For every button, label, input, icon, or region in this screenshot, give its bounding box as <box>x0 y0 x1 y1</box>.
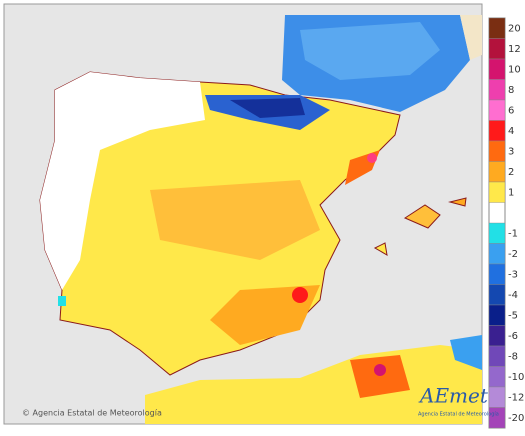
legend-swatch <box>488 140 506 162</box>
legend-swatch <box>488 38 506 60</box>
legend-swatch <box>488 17 506 39</box>
legend: 20 12 10 8 6 4 3 2 1 -1 -2 -3 -4 -5 -6 -8 -10 -12 -20 <box>488 17 524 429</box>
legend-label: -8 <box>508 351 518 362</box>
legend-swatch <box>488 99 506 121</box>
france-cold-2 <box>300 22 440 80</box>
legend-label: 8 <box>508 85 514 96</box>
legend-swatch <box>488 284 506 306</box>
legend-swatch <box>488 325 506 347</box>
legend-label: -20 <box>508 413 524 424</box>
legend-label: 4 <box>508 126 514 137</box>
africa-cold <box>450 335 482 370</box>
central-warm <box>150 180 320 260</box>
legend-label: -6 <box>508 331 518 342</box>
legend-swatch <box>488 407 506 429</box>
legend-swatch <box>488 120 506 142</box>
legend-label: 2 <box>508 167 514 178</box>
legend-swatch <box>488 222 506 244</box>
legend-swatch <box>488 161 506 183</box>
legend-label: 3 <box>508 146 514 157</box>
legend-label: -4 <box>508 290 518 301</box>
legend-label: 10 <box>508 64 521 75</box>
legend-label: 6 <box>508 105 514 116</box>
cold-spot <box>58 296 66 306</box>
legend-swatch <box>488 181 506 203</box>
north-cold-core <box>230 98 305 118</box>
legend-label: 12 <box>508 44 521 55</box>
legend-label: 1 <box>508 187 514 198</box>
legend-label: -3 <box>508 269 518 280</box>
ibiza <box>373 242 388 256</box>
legend-swatch <box>488 79 506 101</box>
africa-hotspot <box>374 364 386 376</box>
africa-warm <box>350 355 410 398</box>
logo-caption: Agencia Estatal de Meteorología <box>418 411 499 418</box>
legend-swatch <box>488 304 506 326</box>
legend-label: 20 <box>508 23 521 34</box>
legend-label: -12 <box>508 392 524 403</box>
legend-swatch <box>488 386 506 408</box>
legend-swatch <box>488 263 506 285</box>
legend-label: -1 <box>508 228 518 239</box>
legend-label: -2 <box>508 249 518 260</box>
menorca <box>448 197 467 207</box>
hotspot-east <box>367 153 377 163</box>
legend-swatch <box>488 345 506 367</box>
legend-swatch <box>488 58 506 80</box>
southeast-warm <box>210 285 320 345</box>
legend-label: -5 <box>508 310 518 321</box>
logo: AEmet <box>418 384 489 408</box>
legend-label: -10 <box>508 372 524 383</box>
legend-swatch <box>488 243 506 265</box>
hotspot <box>292 287 308 303</box>
northwest-neutral <box>40 72 205 290</box>
legend-swatch <box>488 366 506 388</box>
mallorca <box>403 204 441 229</box>
credit: © Agencia Estatal de Meteorología <box>22 409 162 418</box>
land-edge <box>460 15 482 60</box>
